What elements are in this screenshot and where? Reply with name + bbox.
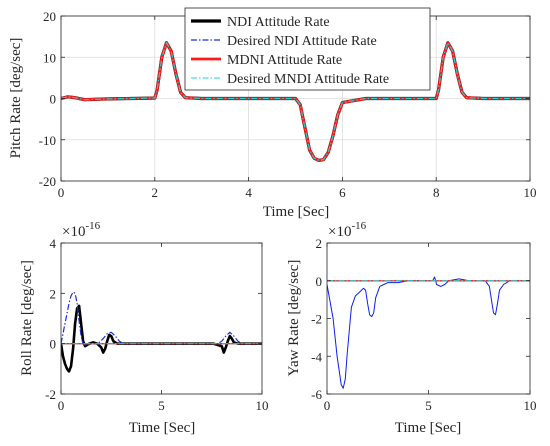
y-tick-label: 10 bbox=[43, 50, 56, 65]
y-tick-label: -10 bbox=[39, 133, 56, 148]
y-tick-label: 2 bbox=[316, 236, 323, 251]
legend: NDI Attitude Rate Desired NDI Attitude Ra… bbox=[184, 7, 431, 91]
series-line-0 bbox=[61, 304, 262, 373]
x-tick-label: 0 bbox=[324, 398, 331, 413]
legend-label: Desired MNDI Attitude Rate bbox=[227, 72, 389, 87]
y-axis-label: Yaw Rate [deg/sec] bbox=[286, 260, 302, 377]
x-axis-label: Time [Sec] bbox=[129, 420, 196, 436]
exponent-power: -16 bbox=[351, 220, 366, 232]
series-lines bbox=[61, 41, 530, 162]
y-tick-label: 0 bbox=[316, 274, 323, 289]
legend-label: Desired NDI Attitude Rate bbox=[227, 34, 377, 49]
exponent-base: ×10 bbox=[328, 224, 351, 240]
y-tick-label: -2 bbox=[45, 387, 56, 402]
legend-box bbox=[184, 7, 431, 91]
x-tick-label: 4 bbox=[245, 185, 252, 200]
x-tick-label: 0 bbox=[58, 398, 65, 413]
y-tick-label: 2 bbox=[50, 286, 57, 301]
x-tick-label: 5 bbox=[425, 398, 432, 413]
y-tick-label: 20 bbox=[43, 9, 56, 24]
legend-label: NDI Attitude Rate bbox=[227, 15, 330, 30]
series-line-1 bbox=[61, 291, 262, 346]
x-tick-label: 10 bbox=[524, 398, 537, 413]
series-line-3 bbox=[61, 42, 530, 161]
series-lines bbox=[327, 276, 530, 389]
pitch-rate-chart: 0 2 4 6 8 10 -20 -10 0 10 20 Time [Sec] Pitch Rate… bbox=[8, 7, 537, 220]
y-tick-label: 0 bbox=[50, 92, 57, 107]
x-tick-label: 6 bbox=[339, 185, 346, 200]
y-tick-label: -2 bbox=[311, 312, 322, 327]
y-exponent-label: ×10-16 bbox=[62, 220, 101, 240]
x-tick-label: 10 bbox=[256, 398, 269, 413]
x-tick-label: 10 bbox=[524, 185, 537, 200]
y-tick-label: -6 bbox=[311, 387, 322, 402]
tick-labels: 0 5 10 -6 -4 -2 0 2 bbox=[311, 236, 536, 413]
y-tick-label: 4 bbox=[50, 236, 57, 251]
x-tick-label: 8 bbox=[433, 185, 440, 200]
x-tick-label: 2 bbox=[152, 185, 159, 200]
x-tick-label: 0 bbox=[58, 185, 65, 200]
legend-label: MDNI Attitude Rate bbox=[227, 53, 342, 68]
x-axis-label: Time [Sec] bbox=[263, 204, 330, 220]
x-tick-label: 5 bbox=[158, 398, 165, 413]
y-tick-label: -4 bbox=[311, 349, 322, 364]
y-axis-label: Roll Rate [deg/sec] bbox=[19, 260, 35, 376]
y-tick-label: 0 bbox=[50, 337, 57, 352]
exponent-base: ×10 bbox=[62, 224, 85, 240]
tick-labels: 0 2 4 6 8 10 -20 -10 0 10 20 bbox=[39, 9, 537, 200]
y-axis-label: Pitch Rate [deg/sec] bbox=[8, 38, 24, 159]
y-exponent-label: ×10-16 bbox=[328, 220, 367, 240]
exponent-power: -16 bbox=[85, 220, 100, 232]
y-tick-label: -20 bbox=[39, 174, 56, 189]
yaw-rate-chart: 0 5 10 -6 -4 -2 0 2 Time [Sec] Yaw Rate [deg/se… bbox=[286, 220, 537, 436]
series-lines bbox=[61, 291, 262, 373]
x-axis-label: Time [Sec] bbox=[395, 420, 462, 436]
